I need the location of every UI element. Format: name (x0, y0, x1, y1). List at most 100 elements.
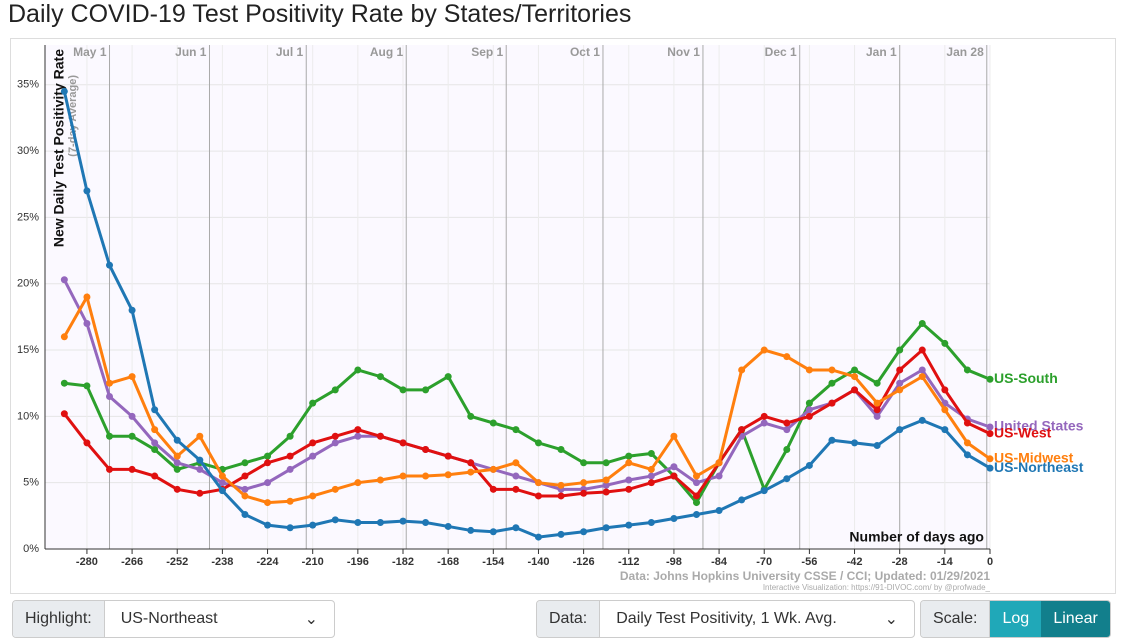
point (851, 439, 859, 447)
point (422, 518, 430, 526)
point (467, 468, 475, 476)
data-control[interactable]: Data: Daily Test Positivity, 1 Wk. Avg. ⌄ (536, 600, 915, 638)
scale-control: Scale: Log Linear (920, 600, 1111, 638)
highlight-control[interactable]: Highlight: US-Northeast ⌄ (12, 600, 335, 638)
month-label: Nov 1 (667, 45, 700, 59)
point (512, 426, 520, 434)
y-tick-label: 35% (17, 79, 39, 91)
point (693, 492, 701, 500)
data-value: Daily Test Positivity, 1 Wk. Avg. (616, 610, 837, 627)
linear-button[interactable]: Linear (1041, 601, 1110, 637)
point (941, 386, 949, 394)
x-tick-label: -168 (437, 556, 459, 568)
point (196, 465, 204, 473)
point (444, 471, 452, 479)
point (805, 461, 813, 469)
point (399, 517, 407, 525)
point (444, 522, 452, 530)
series-label: US-Northeast (994, 459, 1084, 475)
x-tick-label: -238 (211, 556, 233, 568)
point (805, 366, 813, 374)
point (986, 375, 994, 383)
x-tick-label: -126 (573, 556, 595, 568)
point (354, 479, 362, 487)
point (489, 485, 497, 493)
point (264, 499, 272, 507)
point (489, 419, 497, 427)
point (286, 452, 294, 460)
point (128, 373, 136, 381)
point (783, 419, 791, 427)
point (873, 379, 881, 387)
point (173, 452, 181, 460)
source: Data: Johns Hopkins University CSSE / CC… (620, 569, 990, 583)
point (399, 386, 407, 394)
point (647, 479, 655, 487)
point (286, 497, 294, 505)
point (354, 366, 362, 374)
point (534, 439, 542, 447)
point (241, 472, 249, 480)
point (670, 463, 678, 471)
y-tick-label: 10% (17, 410, 39, 422)
point (331, 516, 339, 524)
point (670, 514, 678, 522)
point (873, 406, 881, 414)
point (851, 366, 859, 374)
data-select[interactable]: Daily Test Positivity, 1 Wk. Avg. ⌄ (600, 601, 914, 637)
point (580, 459, 588, 467)
month-label: Jan 1 (866, 45, 897, 59)
log-button[interactable]: Log (990, 601, 1042, 637)
month-label: Jan 28 (946, 45, 984, 59)
point (151, 439, 159, 447)
point (986, 423, 994, 431)
point (331, 485, 339, 493)
point (467, 459, 475, 467)
month-label: Jul 1 (276, 45, 304, 59)
point (512, 472, 520, 480)
point (309, 399, 317, 407)
point (331, 386, 339, 394)
point (738, 366, 746, 374)
point (602, 524, 610, 532)
point (647, 472, 655, 480)
highlight-select[interactable]: US-Northeast ⌄ (105, 601, 334, 637)
x-tick-label: -112 (618, 556, 639, 568)
y-tick-label: 5% (23, 477, 39, 489)
x-tick-label: -266 (121, 556, 143, 568)
x-tick-label: -56 (801, 556, 817, 568)
point (264, 521, 272, 529)
point (602, 459, 610, 467)
point (106, 261, 114, 269)
series-label: United States (994, 418, 1084, 434)
point (106, 392, 114, 400)
point (60, 87, 68, 95)
x-tick-label: -14 (937, 556, 954, 568)
point (828, 436, 836, 444)
point (896, 366, 904, 374)
caret: ⌄ (884, 611, 898, 628)
x-tick-label: -42 (847, 556, 863, 568)
point (218, 479, 226, 487)
point (918, 373, 926, 381)
point (805, 399, 813, 407)
point (647, 518, 655, 526)
point (173, 485, 181, 493)
point (873, 399, 881, 407)
point (851, 373, 859, 381)
point (963, 419, 971, 427)
point (896, 379, 904, 387)
x-tick-label: -224 (257, 556, 280, 568)
data-label: Data: (537, 601, 601, 637)
chart-frame (10, 38, 1116, 594)
point (760, 487, 768, 495)
point (986, 455, 994, 463)
point (625, 521, 633, 529)
x-tick-label: -84 (711, 556, 728, 568)
x-tick-label: -28 (892, 556, 908, 568)
point (647, 465, 655, 473)
point (196, 432, 204, 440)
point (286, 432, 294, 440)
point (489, 465, 497, 473)
point (354, 432, 362, 440)
